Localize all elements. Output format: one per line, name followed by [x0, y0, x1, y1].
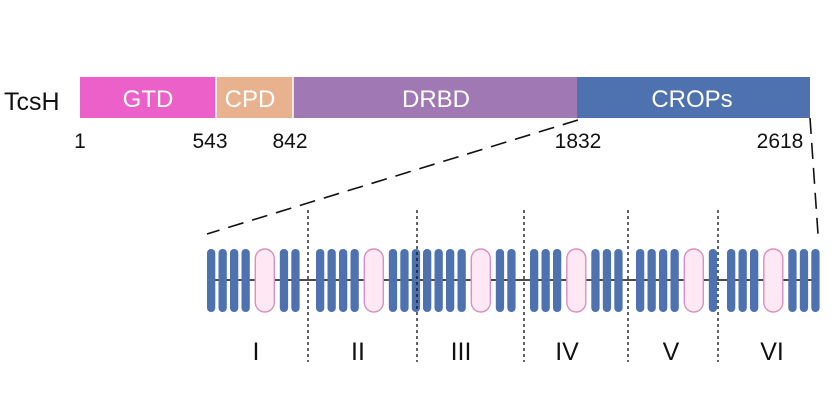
unit-label-3: III [451, 338, 472, 366]
short-repeat [647, 249, 656, 312]
domain-label-gtd: GTD [123, 86, 174, 113]
short-repeat [507, 249, 516, 312]
short-repeat [230, 249, 239, 312]
short-repeat [811, 249, 820, 312]
short-repeat [434, 249, 443, 312]
short-repeat [207, 249, 216, 312]
protein-name: TcsH [4, 88, 60, 116]
short-repeat [446, 249, 455, 312]
short-repeat [423, 249, 432, 312]
short-repeat [241, 249, 250, 312]
short-repeat [602, 249, 612, 312]
domain-label-drbd: DRBD [402, 86, 470, 113]
short-repeat [541, 249, 550, 312]
long-repeat [254, 248, 276, 313]
short-repeat [411, 249, 421, 312]
short-repeat [788, 249, 797, 312]
short-repeat [400, 249, 409, 312]
short-repeat [291, 249, 300, 312]
unit-label-2: II [351, 338, 365, 366]
position-labels: 1 543 842 1832 2618 [74, 130, 803, 153]
zoom-line-left [206, 119, 579, 235]
short-repeat [327, 249, 336, 312]
short-repeat [495, 249, 505, 312]
domain-gtd [80, 77, 216, 118]
short-repeat [350, 249, 359, 312]
short-repeat [636, 249, 645, 312]
short-repeat [218, 249, 227, 312]
long-repeat [363, 248, 384, 313]
short-repeat [727, 249, 736, 312]
domain-cpd [216, 77, 293, 118]
long-repeat [683, 248, 704, 313]
domain-drbd [293, 77, 577, 118]
short-repeat [591, 249, 600, 312]
short-repeat [388, 249, 398, 312]
domain-label-cpd: CPD [225, 86, 276, 113]
unit-label-5: V [663, 338, 680, 366]
short-repeat [316, 249, 325, 312]
long-repeat [470, 248, 491, 313]
long-repeat [566, 248, 587, 313]
unit-label-1: I [253, 338, 260, 366]
position-1832: 1832 [555, 130, 602, 153]
crops-detail: I II III IV V VI [207, 210, 820, 366]
short-repeat [553, 249, 562, 312]
short-repeat [670, 249, 679, 312]
short-repeat [738, 249, 747, 312]
short-repeat [614, 249, 623, 312]
short-repeat [339, 249, 348, 312]
zoom-line-right [809, 117, 819, 235]
long-repeat [763, 248, 784, 313]
domain-bar: GTD CPD DRBD CROPs [80, 77, 810, 118]
short-repeat [799, 249, 809, 312]
short-repeat [530, 249, 539, 312]
short-repeat [659, 249, 668, 312]
short-repeat [750, 249, 759, 312]
position-2618: 2618 [757, 130, 804, 153]
position-1: 1 [74, 130, 86, 153]
unit-label-6: VI [760, 338, 784, 366]
short-repeat [457, 249, 466, 312]
short-repeat [279, 249, 289, 312]
position-543: 543 [192, 130, 227, 153]
short-repeat [708, 249, 718, 312]
unit-label-4: IV [555, 338, 579, 366]
domain-label-crops: CROPs [651, 86, 732, 113]
domain-crops [577, 77, 810, 118]
position-842: 842 [272, 130, 307, 153]
